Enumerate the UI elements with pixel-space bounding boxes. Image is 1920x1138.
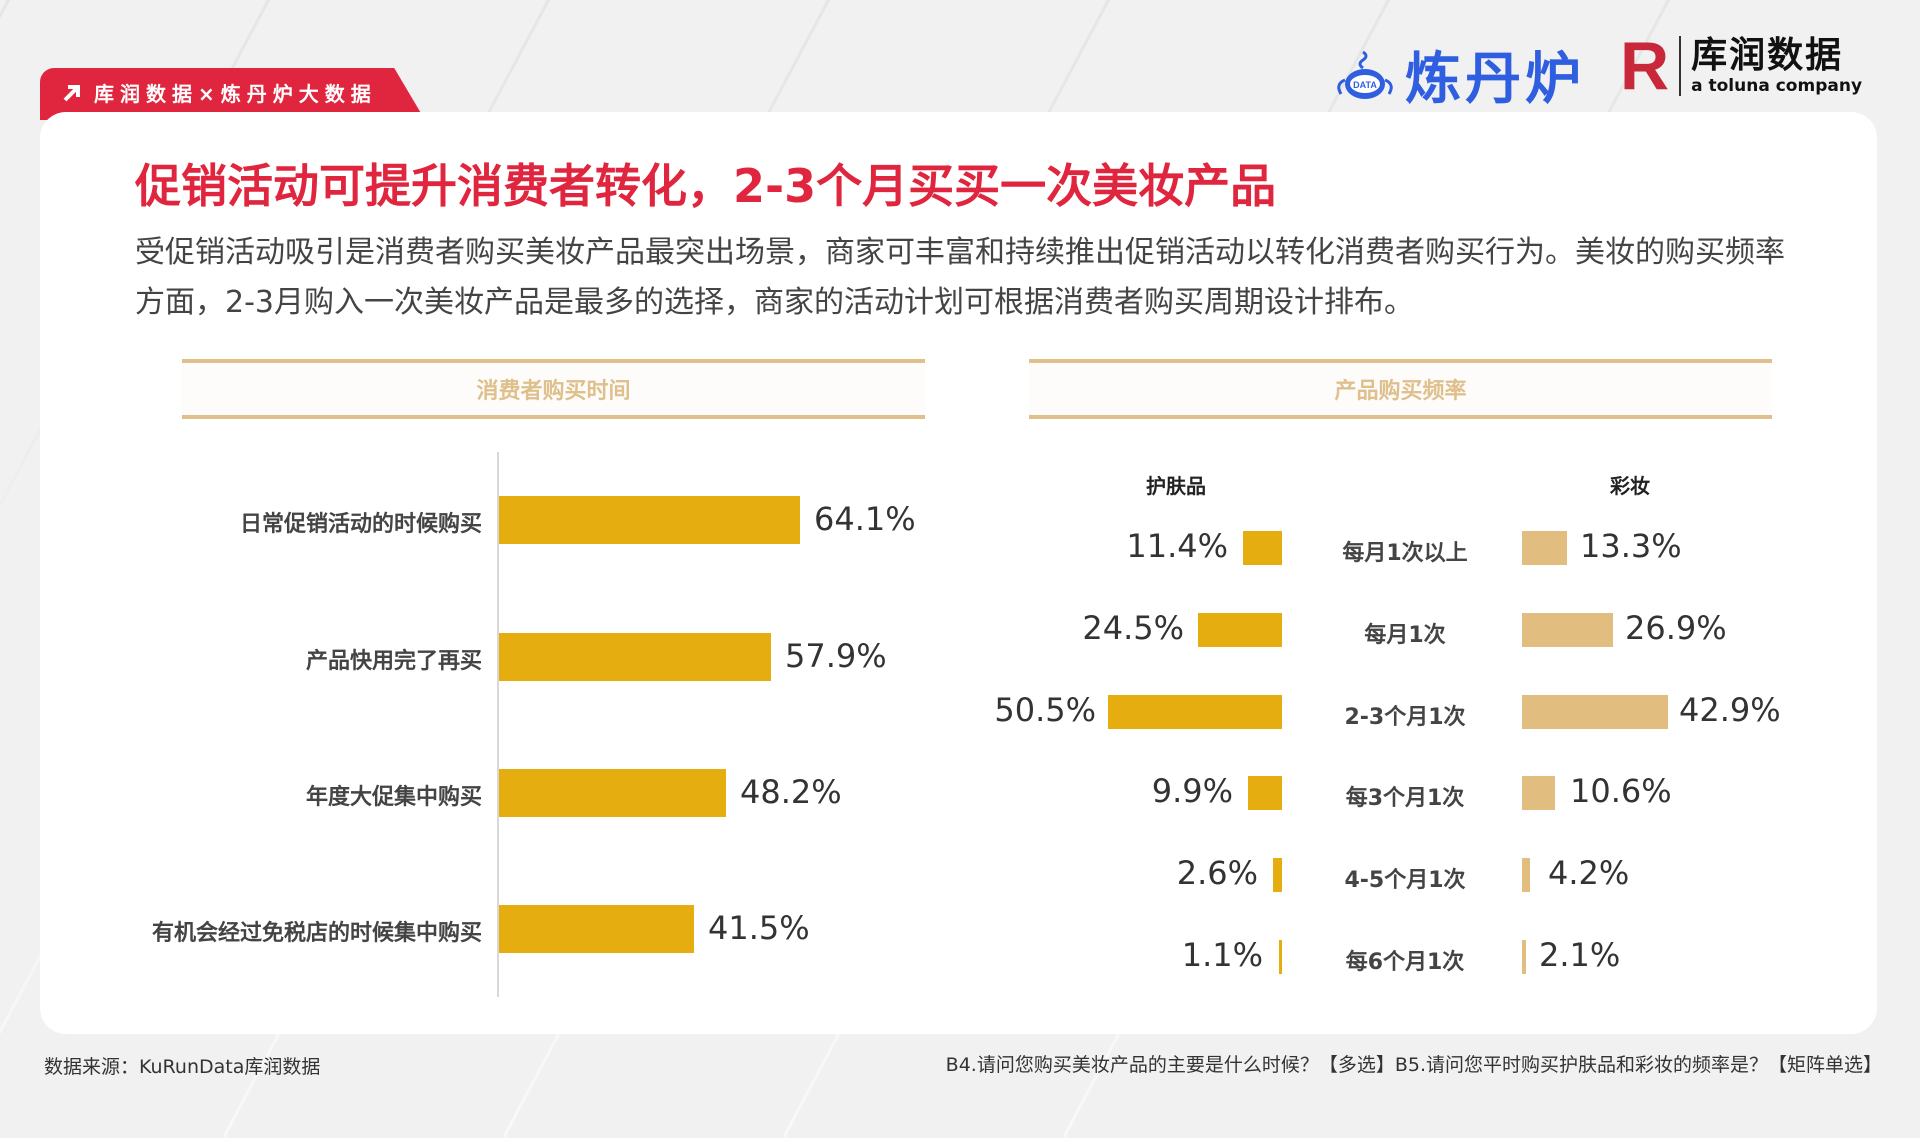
- kurun-logo: R 库润数据 a toluna company: [1620, 28, 1863, 104]
- skincare-value: 1.1%: [1181, 936, 1263, 974]
- frequency-row: 1.1% 每6个月1次 2.1%: [0, 936, 1920, 975]
- series-header-skincare: 护肤品: [1146, 474, 1206, 498]
- makeup-bar: [1522, 776, 1555, 810]
- page-title: 促销活动可提升消费者转化，2-3个月买买一次美妆产品: [135, 159, 1277, 213]
- bar-value: 48.2%: [740, 773, 842, 811]
- logo-divider: [1679, 36, 1682, 96]
- frequency-row: 24.5% 每月1次 26.9%: [0, 609, 1920, 648]
- summary-text: 受促销活动吸引是消费者购买美妆产品最突出场景，商家可丰富和持续推出促销活动以转化…: [135, 235, 1785, 320]
- bar: [499, 769, 726, 817]
- makeup-bar: [1522, 695, 1668, 729]
- bar: [499, 905, 694, 953]
- frequency-row: 9.9% 每3个月1次 10.6%: [0, 772, 1920, 811]
- skincare-bar: [1108, 695, 1282, 729]
- frequency-row: 11.4% 每月1次以上 13.3%: [0, 527, 1920, 566]
- bar-value: 57.9%: [785, 637, 887, 675]
- frequency-label: 每6个月1次: [1345, 950, 1465, 975]
- kurun-logo-cn: 库润数据: [1691, 35, 1844, 76]
- bar-label: 日常促销活动的时候购买: [239, 512, 482, 537]
- data-cauldron-icon: DATA: [1337, 50, 1393, 99]
- frequency-label: 2-3个月1次: [1344, 705, 1466, 730]
- frequency-row: 2.6% 4-5个月1次 4.2%: [0, 854, 1920, 893]
- skincare-value: 24.5%: [1082, 609, 1184, 647]
- survey-questions: B4.请问您购买美妆产品的主要是什么时候？【多选】B5.请问您平时购买护肤品和彩…: [945, 1054, 1882, 1076]
- bar-label: 产品快用完了再买: [305, 649, 482, 674]
- dandanlu-logo-text: 炼丹炉: [1405, 47, 1585, 112]
- skincare-bar: [1243, 531, 1282, 565]
- chart-axis: [497, 452, 499, 997]
- makeup-value: 26.9%: [1625, 609, 1727, 647]
- series-header-makeup: 彩妆: [1610, 474, 1650, 498]
- kurun-logo-mark: R: [1620, 28, 1670, 104]
- brand-tab-text: 库润数据×炼丹炉大数据: [94, 82, 377, 106]
- kurun-logo-en: a toluna company: [1691, 76, 1863, 96]
- makeup-bar: [1522, 858, 1530, 892]
- brand-tab: [40, 68, 425, 120]
- frequency-label: 每月1次以上: [1342, 541, 1468, 566]
- bar-label: 有机会经过免税店的时候集中购买: [151, 921, 482, 946]
- skincare-bar: [1279, 940, 1282, 974]
- skincare-value: 2.6%: [1176, 854, 1258, 892]
- bar-label: 年度大促集中购买: [305, 785, 482, 810]
- frequency-row: 50.5% 2-3个月1次 42.9%: [0, 691, 1920, 730]
- dandanlu-logo: DATA 炼丹炉: [1333, 34, 1585, 115]
- skincare-value: 9.9%: [1151, 772, 1233, 810]
- brand-tab-label: 库润数据×炼丹炉大数据: [62, 78, 377, 107]
- skincare-bar: [1248, 776, 1282, 810]
- skincare-bar: [1273, 858, 1282, 892]
- makeup-value: 42.9%: [1679, 691, 1781, 729]
- frequency-label: 每3个月1次: [1345, 786, 1465, 811]
- skincare-value: 11.4%: [1126, 527, 1228, 565]
- section-header-purchase-time: 消费者购买时间: [182, 359, 925, 419]
- makeup-value: 2.1%: [1539, 936, 1621, 974]
- frequency-label: 每月1次: [1364, 623, 1446, 648]
- skincare-bar: [1198, 613, 1282, 647]
- frequency-label: 4-5个月1次: [1344, 868, 1466, 893]
- makeup-value: 13.3%: [1580, 527, 1682, 565]
- bar: [499, 633, 771, 681]
- arrow-up-right-icon: [63, 84, 80, 101]
- makeup-value: 10.6%: [1570, 772, 1672, 810]
- bar: [499, 496, 800, 544]
- makeup-bar: [1522, 531, 1567, 565]
- section-header-purchase-frequency: 产品购买频率: [1029, 359, 1772, 419]
- makeup-bar: [1522, 940, 1526, 974]
- bar-value: 64.1%: [814, 500, 916, 538]
- makeup-value: 4.2%: [1548, 854, 1630, 892]
- data-source: 数据来源：KuRunData库润数据: [44, 1056, 321, 1078]
- content-card: [40, 112, 1877, 1034]
- bar-value: 41.5%: [708, 909, 810, 947]
- skincare-value: 50.5%: [994, 691, 1096, 729]
- makeup-bar: [1522, 613, 1613, 647]
- svg-text:DATA: DATA: [1353, 80, 1377, 90]
